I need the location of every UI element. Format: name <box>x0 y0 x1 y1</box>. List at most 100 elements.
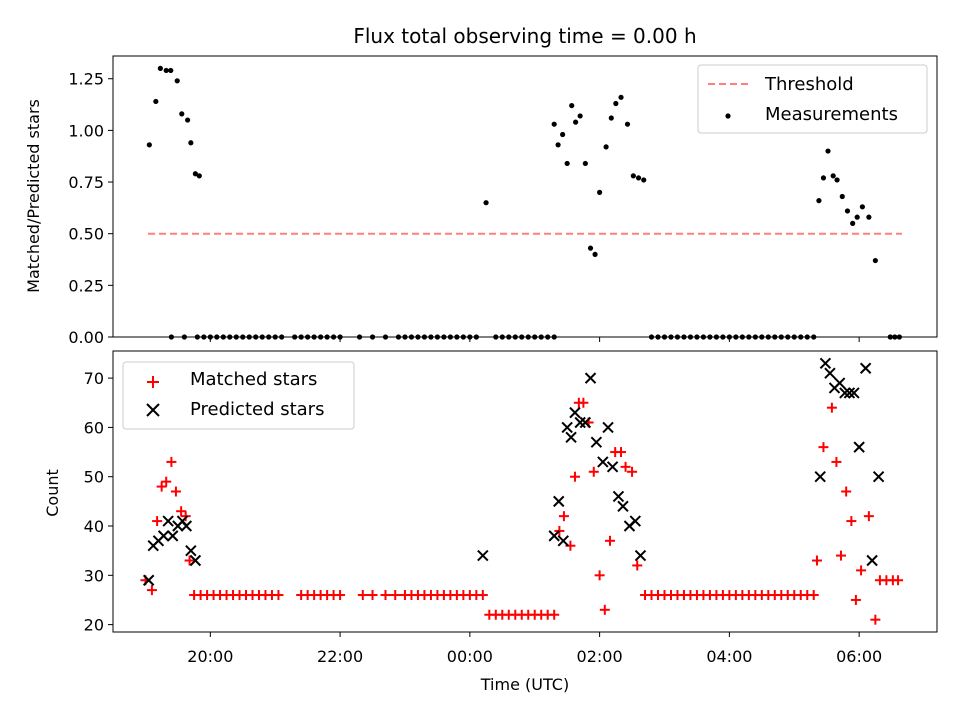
bottom-y-tick-label: 70 <box>84 369 104 388</box>
measurement-point <box>592 251 598 257</box>
top-series <box>146 65 902 340</box>
top-legend-frame <box>697 64 928 134</box>
predicted-star-point <box>602 421 614 434</box>
measurement-point <box>866 214 872 220</box>
predicted-star-point <box>872 471 885 483</box>
measurement-point <box>603 144 609 150</box>
predicted-star-point <box>617 500 629 512</box>
measurement-point <box>577 113 583 119</box>
measurement-point <box>174 78 180 84</box>
matched-star-point <box>180 511 191 522</box>
matched-star-point <box>594 570 605 581</box>
measurement-point <box>564 160 570 167</box>
top-legend: Threshold Measurements <box>697 64 928 134</box>
matched-star-point <box>558 511 569 522</box>
matched-star-point <box>627 466 638 477</box>
measurement-point <box>560 131 566 138</box>
x-tick-label: 22:00 <box>317 647 363 666</box>
matched-star-point <box>146 585 157 596</box>
predicted-star-point <box>557 535 569 547</box>
predicted-star-point <box>157 530 170 542</box>
bottom-y-tick-label: 60 <box>84 418 104 437</box>
matched-star-point <box>856 565 867 576</box>
measurement-point <box>569 102 575 109</box>
matched-star-point <box>569 471 580 482</box>
predicted-star-point <box>584 372 597 384</box>
measurement-point <box>844 208 851 214</box>
bottom-axes-frame <box>112 350 938 633</box>
measurement-point <box>635 175 642 181</box>
matched-star-point <box>616 447 627 458</box>
measurement-point <box>168 67 174 74</box>
predicted-star-point <box>166 530 179 542</box>
matched-star-point <box>604 535 615 546</box>
measurement-point <box>850 220 856 226</box>
x-tick-label: 06:00 <box>836 647 882 666</box>
predicted-star-point <box>819 357 832 370</box>
matched-star-point <box>893 575 904 586</box>
matched-star-point <box>870 614 881 625</box>
top-panel: Flux total observing time = 0.00 h Match… <box>24 24 938 347</box>
matched-star-point <box>156 481 167 492</box>
bottom-y-tick-label: 30 <box>84 566 104 585</box>
matched-star-point <box>477 590 488 601</box>
matched-star-point <box>863 511 874 522</box>
predicted-star-point <box>565 431 577 443</box>
measurement-point <box>157 65 163 71</box>
predicted-star-point <box>629 515 642 527</box>
bottom-series <box>140 357 904 625</box>
matched-star-point <box>152 516 163 527</box>
predicted-star-point <box>553 495 565 508</box>
x-tick-label: 04:00 <box>706 647 752 666</box>
measurement-point <box>146 142 152 148</box>
predicted-star-point <box>814 471 826 483</box>
top-y-tick-label: 1.00 <box>68 121 104 140</box>
matched-star-point <box>161 476 172 487</box>
predicted-star-point <box>590 436 603 448</box>
measurement-point <box>597 189 603 195</box>
x-axis-label: Time (UTC) <box>480 675 569 694</box>
matched-star-point <box>846 516 857 527</box>
measurement-point <box>854 214 860 220</box>
predicted-star-point <box>843 387 856 399</box>
legend-measurements-label: Measurements <box>765 104 898 125</box>
bottom-y-tick-label: 50 <box>84 468 104 487</box>
measurement-point <box>834 177 840 183</box>
bottom-panel: Count Time (UTC) 20 30 40 50 60 70 20:00 22:00… <box>43 350 938 694</box>
matched-star-point <box>273 590 284 601</box>
bottom-y-axis-label: Count <box>43 469 62 517</box>
legend-threshold-label: Threshold <box>764 74 854 95</box>
predicted-star-point <box>162 515 174 527</box>
matched-star-point <box>335 590 346 601</box>
predicted-star-point <box>569 406 581 419</box>
matched-star-point <box>850 594 861 605</box>
predicted-star-point <box>597 456 609 468</box>
measurement-point <box>624 121 631 127</box>
measurement-point <box>820 175 827 181</box>
measurement-point <box>872 257 878 264</box>
matched-star-point <box>808 590 819 601</box>
top-y-tick-label: 0.50 <box>68 225 104 244</box>
matched-star-point <box>166 456 177 467</box>
measurement-point <box>641 177 647 183</box>
matched-star-point <box>549 609 560 620</box>
measurement-point <box>630 173 636 179</box>
predicted-star-point <box>579 416 592 429</box>
matched-star-point <box>176 506 187 517</box>
x-tick-label: 02:00 <box>577 647 623 666</box>
matched-star-point <box>831 456 842 467</box>
matched-star-point <box>554 525 565 536</box>
predicted-star-point <box>612 490 625 503</box>
matched-star-point <box>390 590 401 601</box>
legend-matched-swatch <box>147 376 159 388</box>
measurement-point <box>185 117 191 123</box>
x-tick-label: 00:00 <box>447 647 493 666</box>
top-y-tick-label: 0.00 <box>68 328 104 347</box>
matched-star-point <box>826 402 837 413</box>
predicted-star-point <box>839 387 851 399</box>
measurement-point <box>551 121 557 127</box>
measurement-point <box>196 173 202 179</box>
matched-star-point <box>578 397 589 408</box>
top-axes-frame <box>112 55 938 338</box>
measurement-point <box>179 111 185 117</box>
